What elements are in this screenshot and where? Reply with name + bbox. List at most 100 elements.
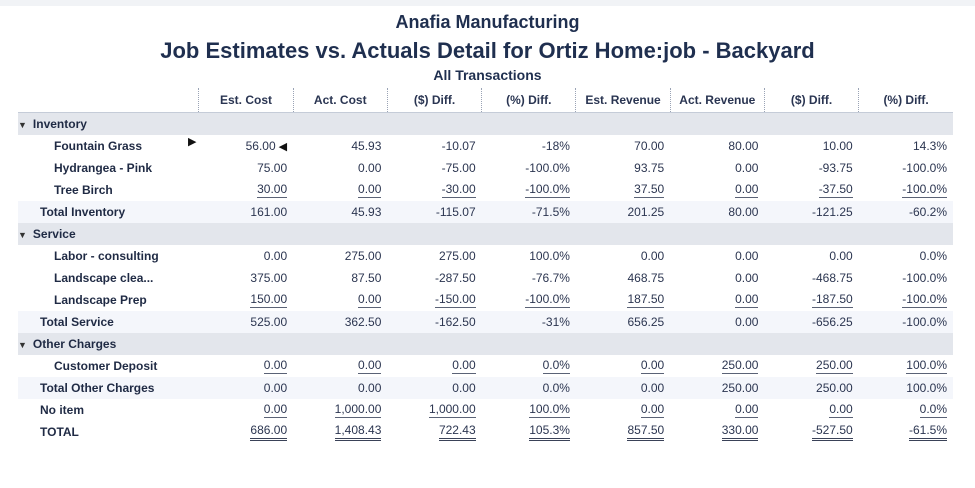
cell-value[interactable]: -10.07: [441, 138, 476, 153]
cell-value[interactable]: 0.0%: [919, 248, 947, 263]
cell-value[interactable]: 70.00: [634, 138, 665, 153]
cell-value[interactable]: -100.0%: [902, 314, 947, 329]
column-header-est-revenue[interactable]: Est. Revenue: [575, 88, 671, 113]
section-row-other-charges[interactable]: ▼ Other Charges: [18, 333, 953, 355]
cell-value[interactable]: 468.75: [627, 270, 665, 285]
cell-value[interactable]: 14.3%: [912, 138, 947, 153]
cell-value[interactable]: 250.00: [816, 358, 853, 374]
cell-value[interactable]: -71.5%: [531, 204, 570, 219]
cell-value[interactable]: 0.0%: [542, 380, 570, 395]
cell-value[interactable]: 56.00: [245, 138, 276, 153]
column-header-act-revenue[interactable]: Act. Revenue: [669, 88, 765, 113]
cell-value[interactable]: 45.93: [351, 138, 382, 153]
total-row-inventory[interactable]: Total Inventory 161.00 45.93 -115.07 -71…: [18, 201, 953, 223]
column-header-est-cost[interactable]: Est. Cost: [198, 88, 294, 113]
cell-value[interactable]: 0.00: [829, 402, 853, 418]
cell-value[interactable]: 100.0%: [906, 380, 947, 395]
cell-value[interactable]: 105.3%: [529, 423, 570, 441]
column-header-revenue-pct-diff[interactable]: (%) Diff.: [858, 88, 953, 113]
cell-value[interactable]: 150.00: [250, 292, 288, 308]
cell-value[interactable]: 525.00: [250, 314, 288, 329]
triangle-down-icon[interactable]: ▼: [18, 120, 27, 130]
cell-value[interactable]: -468.75: [812, 270, 853, 285]
cell-value[interactable]: 100.0%: [529, 402, 570, 418]
no-item-row[interactable]: No item 0.00 1,000.00 1,000.00 100.0% 0.…: [18, 399, 953, 421]
column-header-revenue-diff[interactable]: ($) Diff.: [763, 88, 859, 113]
cell-value[interactable]: 201.25: [627, 204, 665, 219]
cell-value[interactable]: 656.25: [627, 314, 665, 329]
cell-value[interactable]: -100.0%: [902, 292, 947, 308]
triangle-down-icon[interactable]: ▼: [18, 230, 27, 240]
column-header-cost-pct-diff[interactable]: (%) Diff.: [481, 88, 576, 113]
cell-value[interactable]: 722.43: [438, 423, 476, 441]
cell-value[interactable]: 161.00: [250, 204, 288, 219]
cell-value[interactable]: -115.07: [435, 204, 476, 219]
cell-value[interactable]: -61.5%: [908, 423, 947, 441]
cell-value[interactable]: -30.00: [441, 182, 476, 198]
cell-value[interactable]: -100.0%: [902, 160, 947, 175]
cell-value[interactable]: 1,000.00: [334, 402, 382, 418]
cell-value[interactable]: 37.50: [634, 182, 665, 198]
cell-value[interactable]: 0.00: [640, 380, 665, 395]
total-row-service[interactable]: Total Service 525.00 362.50 -162.50 -31%…: [18, 311, 953, 333]
cell-value[interactable]: -100.0%: [525, 160, 570, 175]
cell-value[interactable]: 80.00: [728, 138, 759, 153]
cell-value[interactable]: 30.00: [257, 182, 288, 198]
cell-value[interactable]: -37.50: [818, 182, 853, 198]
cell-value[interactable]: 0.00: [452, 358, 476, 374]
cell-value[interactable]: -656.25: [812, 314, 853, 329]
cell-value[interactable]: 0.00: [263, 402, 288, 418]
cell-value[interactable]: 0.00: [735, 248, 759, 263]
cell-value[interactable]: 0.00: [358, 160, 382, 175]
cell-value[interactable]: -150.00: [434, 292, 476, 308]
triangle-down-icon[interactable]: ▼: [18, 340, 27, 350]
cell-value[interactable]: 362.50: [344, 314, 382, 329]
grand-total-row[interactable]: TOTAL 686.00 1,408.43 722.43 105.3% 857.…: [18, 421, 953, 443]
cell-value[interactable]: 0.00: [358, 358, 382, 374]
cell-value[interactable]: 330.00: [721, 423, 759, 441]
cell-value[interactable]: -31%: [541, 314, 570, 329]
cell-value[interactable]: -100.0%: [902, 270, 947, 285]
cell-value[interactable]: 100.0%: [529, 248, 570, 263]
table-row[interactable]: Landscape Prep 150.00 0.00 -150.00 -100.…: [18, 289, 953, 311]
cell-value[interactable]: -100.0%: [525, 182, 570, 198]
cell-value[interactable]: 250.00: [721, 380, 759, 395]
cell-value[interactable]: -100.0%: [902, 182, 947, 198]
cell-value[interactable]: 275.00: [344, 248, 382, 263]
cell-value[interactable]: 0.0%: [542, 358, 570, 374]
cell-value[interactable]: -187.50: [812, 292, 853, 308]
cell-value[interactable]: 0.00: [358, 380, 382, 395]
cell-value[interactable]: 0.00: [358, 182, 382, 198]
cell-value[interactable]: 0.00: [640, 248, 665, 263]
cell-value[interactable]: 0.00: [829, 248, 853, 263]
cell-value[interactable]: -121.25: [812, 204, 853, 219]
cell-value[interactable]: -76.7%: [531, 270, 570, 285]
cell-value[interactable]: 375.00: [250, 270, 288, 285]
cell-value[interactable]: 857.50: [627, 423, 665, 441]
cell-value[interactable]: -60.2%: [908, 204, 947, 219]
column-header-cost-diff[interactable]: ($) Diff.: [386, 88, 482, 113]
cell-value[interactable]: 75.00: [257, 160, 288, 175]
cell-value[interactable]: 0.00: [358, 292, 382, 308]
cell-value[interactable]: 0.00: [735, 270, 759, 285]
table-row[interactable]: Tree Birch 30.00 0.00 -30.00 -100.0% 37.…: [18, 179, 953, 201]
cell-value[interactable]: 0.0%: [919, 402, 947, 418]
cell-value[interactable]: 0.00: [263, 358, 288, 374]
cell-value[interactable]: 0.00: [263, 248, 288, 263]
cell-value[interactable]: 187.50: [627, 292, 665, 308]
cell-value[interactable]: 0.00: [735, 402, 759, 418]
table-row[interactable]: Landscape clea... 375.00 87.50 -287.50 -…: [18, 267, 953, 289]
cell-value[interactable]: 0.00: [452, 380, 476, 395]
cell-value[interactable]: 80.00: [728, 204, 759, 219]
cell-value[interactable]: 1,408.43: [334, 423, 382, 441]
column-header-act-cost[interactable]: Act. Cost: [292, 88, 388, 113]
cell-value[interactable]: -527.50: [812, 423, 853, 441]
table-row[interactable]: Hydrangea - Pink 75.00 0.00 -75.00 -100.…: [18, 157, 953, 179]
cell-value[interactable]: 0.00: [735, 160, 759, 175]
cell-value[interactable]: 10.00: [822, 138, 853, 153]
cell-value[interactable]: 93.75: [634, 160, 665, 175]
cell-value[interactable]: 686.00: [250, 423, 288, 441]
total-row-other-charges[interactable]: Total Other Charges 0.00 0.00 0.00 0.0% …: [18, 377, 953, 399]
cell-value[interactable]: 87.50: [351, 270, 382, 285]
table-row[interactable]: Labor - consulting 0.00 275.00 275.00 10…: [18, 245, 953, 267]
